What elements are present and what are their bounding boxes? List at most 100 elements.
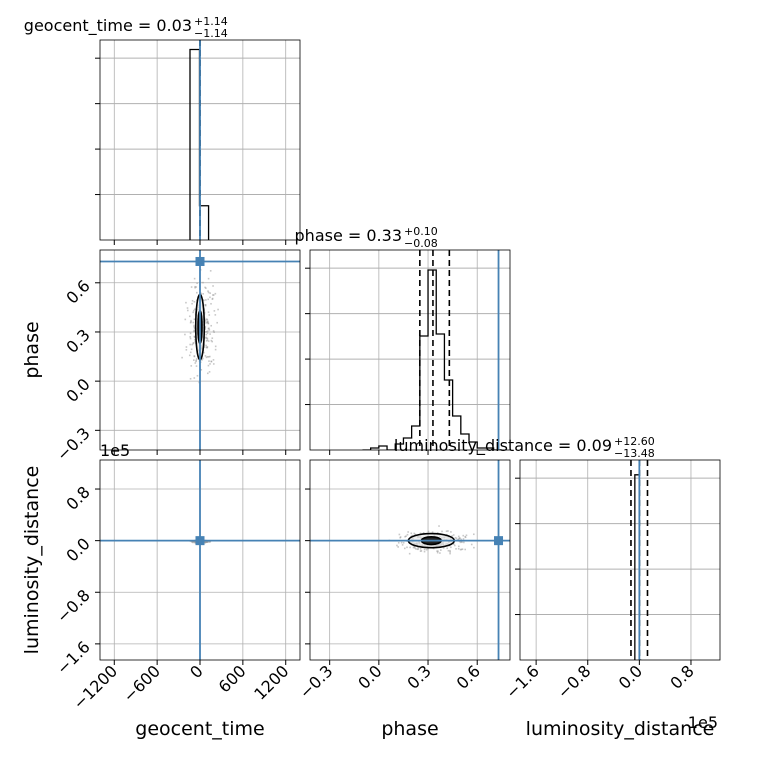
sample-point: [445, 530, 448, 533]
sample-point: [185, 349, 188, 351]
sample-point: [206, 355, 209, 358]
sample-point: [193, 338, 196, 341]
title-phase: phase = 0.33 +0.10−0.08: [295, 225, 438, 250]
sample-point: [406, 546, 408, 549]
sample-point: [204, 328, 206, 330]
sample-point: [185, 301, 187, 304]
sample-point: [427, 547, 429, 550]
sample-point: [397, 546, 399, 548]
sample-point: [207, 291, 210, 294]
sample-point: [191, 299, 194, 302]
sample-point: [208, 360, 210, 362]
sample-point: [214, 348, 217, 351]
sample-point: [194, 362, 197, 364]
sample-point: [455, 537, 458, 540]
title-geocent_time: geocent_time = 0.03 +1.14−1.14: [24, 15, 228, 40]
y-tick-label: 0.0: [62, 534, 93, 565]
sample-point: [407, 531, 409, 533]
title-lower-error: −0.08: [404, 237, 438, 250]
sample-point: [188, 315, 191, 318]
sample-point: [419, 548, 422, 550]
sample-point: [201, 359, 203, 361]
sample-point: [451, 535, 453, 537]
sample-point: [405, 535, 407, 537]
sample-point: [193, 355, 196, 358]
sample-point: [449, 551, 451, 553]
title-text: luminosity_distance = 0.09: [394, 436, 612, 456]
sample-point: [206, 372, 209, 375]
panel-frame: [309, 249, 511, 451]
sample-point: [194, 340, 197, 343]
sample-point: [203, 346, 206, 349]
sample-point: [454, 536, 457, 539]
sample-point: [461, 548, 464, 550]
sample-point: [397, 541, 400, 544]
sample-point: [193, 300, 196, 303]
sample-point: [193, 330, 195, 333]
sample-point: [192, 342, 195, 344]
sample-point: [460, 538, 462, 541]
sample-point: [206, 346, 209, 348]
sample-point: [193, 335, 196, 338]
x-tick-label: 0.6: [453, 661, 484, 692]
sample-point: [209, 270, 212, 272]
sample-point: [189, 337, 192, 340]
y-tick-label: −0.3: [53, 424, 94, 465]
sample-point: [206, 330, 209, 333]
x-tick-label: −1.6: [502, 661, 543, 702]
sample-point: [207, 356, 210, 358]
x-axis-label-geocent_time: geocent_time: [135, 718, 264, 740]
x-tick-label: −0.3: [296, 661, 337, 702]
x-axis-label-phase: phase: [381, 718, 438, 740]
sample-point: [205, 340, 208, 342]
sample-point: [190, 348, 193, 351]
sample-point: [425, 548, 428, 551]
sample-point: [205, 541, 208, 543]
sample-point: [206, 541, 209, 543]
sample-point: [195, 358, 198, 360]
sample-point: [457, 547, 460, 550]
title-text: geocent_time = 0.03: [24, 16, 192, 36]
sample-point: [453, 544, 456, 547]
sample-point: [210, 324, 213, 327]
sample-point: [216, 321, 219, 324]
y-tick-label: 0.3: [62, 325, 93, 356]
sample-point: [446, 547, 449, 550]
y-tick-label: 0.6: [62, 276, 93, 307]
sample-point: [189, 377, 192, 380]
sample-point: [457, 535, 460, 538]
sample-point: [473, 546, 475, 549]
sample-point: [204, 320, 207, 322]
sample-point: [436, 532, 439, 534]
sample-point: [181, 356, 183, 359]
sample-point: [210, 302, 212, 305]
sample-point: [400, 541, 403, 544]
sample-point: [464, 536, 467, 539]
sample-point: [207, 364, 210, 367]
panel-geocent_time-geocent_time: [95, 39, 301, 245]
panel-frame: [309, 459, 511, 661]
sample-point: [214, 345, 217, 348]
sample-point: [449, 549, 451, 552]
sample-point: [213, 310, 216, 312]
sample-point: [205, 333, 208, 336]
sample-point: [409, 546, 411, 549]
sample-point: [192, 321, 195, 324]
sample-point: [209, 363, 211, 365]
sample-point: [203, 351, 205, 354]
sample-point: [204, 355, 207, 357]
sample-point: [436, 550, 438, 552]
sample-point: [195, 286, 198, 288]
sample-point: [193, 326, 196, 329]
sample-point: [399, 536, 402, 539]
sample-point: [458, 537, 460, 540]
sample-point: [204, 541, 207, 543]
sample-point: [422, 532, 425, 534]
y-tick-label: 0.8: [62, 482, 93, 513]
sample-point: [204, 319, 207, 321]
sample-point: [205, 344, 207, 347]
sample-point: [204, 331, 207, 333]
sample-point: [196, 291, 198, 294]
sample-point: [212, 285, 214, 287]
sample-point: [205, 356, 208, 359]
